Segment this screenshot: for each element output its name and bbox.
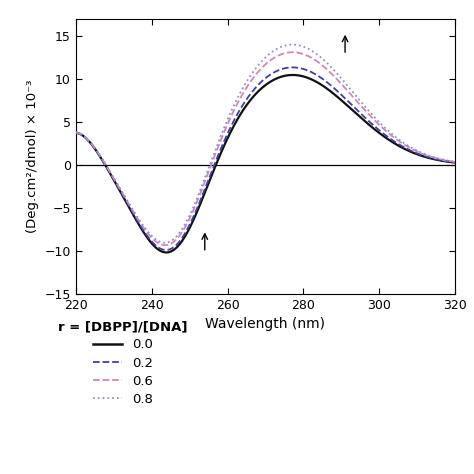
- Y-axis label: (Deg.cm²/dmol) × 10⁻³: (Deg.cm²/dmol) × 10⁻³: [26, 80, 39, 233]
- Legend: 0.0, 0.2, 0.6, 0.8: 0.0, 0.2, 0.6, 0.8: [53, 315, 193, 411]
- X-axis label: Wavelength (nm): Wavelength (nm): [205, 317, 326, 331]
